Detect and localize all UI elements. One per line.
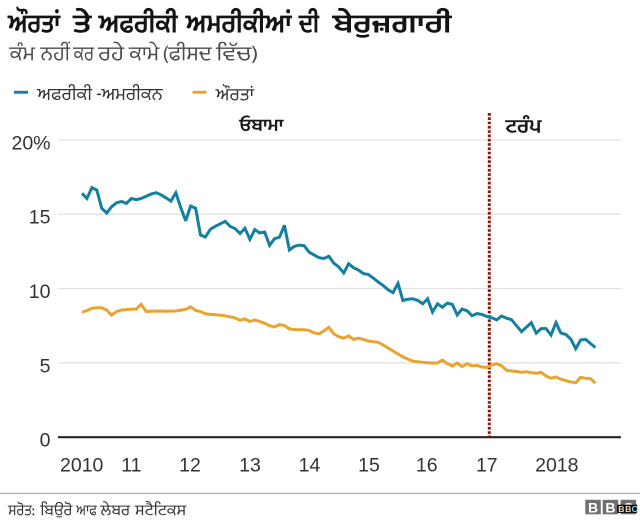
svg-text:B: B: [588, 500, 598, 516]
svg-text:10: 10: [29, 281, 51, 303]
svg-text:B: B: [605, 500, 615, 516]
svg-text:13: 13: [239, 455, 261, 477]
svg-text:BB: BB: [618, 504, 631, 514]
svg-text:C: C: [632, 504, 638, 514]
svg-text:14: 14: [299, 455, 321, 477]
svg-text:17: 17: [476, 455, 498, 477]
svg-text:2018: 2018: [535, 455, 578, 477]
svg-text:15: 15: [29, 207, 51, 229]
svg-text:2010: 2010: [60, 455, 104, 477]
svg-text:5: 5: [40, 355, 51, 377]
svg-text:0: 0: [40, 430, 51, 452]
svg-text:12: 12: [179, 455, 201, 477]
svg-text:16: 16: [416, 455, 438, 477]
svg-text:15: 15: [358, 455, 380, 477]
svg-text:11: 11: [121, 455, 141, 477]
svg-text:20%: 20%: [11, 133, 50, 155]
